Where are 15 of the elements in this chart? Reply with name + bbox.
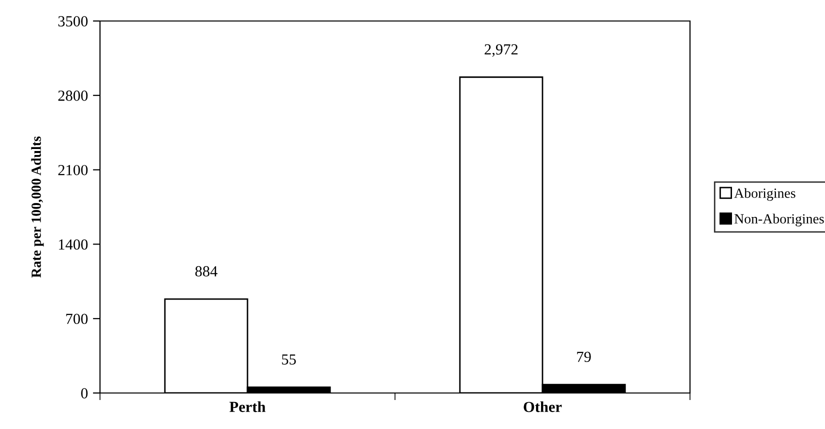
- legend-label: Non-Aborigines: [734, 214, 824, 226]
- legend-label: Aborigines: [734, 188, 796, 201]
- x-tick-label: Other: [524, 401, 562, 412]
- data-label: 2,972: [484, 44, 518, 57]
- y-tick-label: 3500: [58, 16, 88, 26]
- y-tick-label: 700: [66, 314, 88, 324]
- data-label: 79: [577, 352, 591, 362]
- y-tick-label: 1400: [58, 239, 88, 250]
- y-tick-label: 0: [81, 388, 88, 398]
- data-label: 55: [282, 354, 296, 365]
- y-tick-label: 2800: [58, 90, 88, 101]
- y-axis-title: Rate per 100,000 Adults: [31, 136, 44, 278]
- data-label: 884: [195, 266, 218, 276]
- x-tick-label: Perth: [230, 401, 266, 412]
- y-tick-label: 2100: [58, 164, 88, 176]
